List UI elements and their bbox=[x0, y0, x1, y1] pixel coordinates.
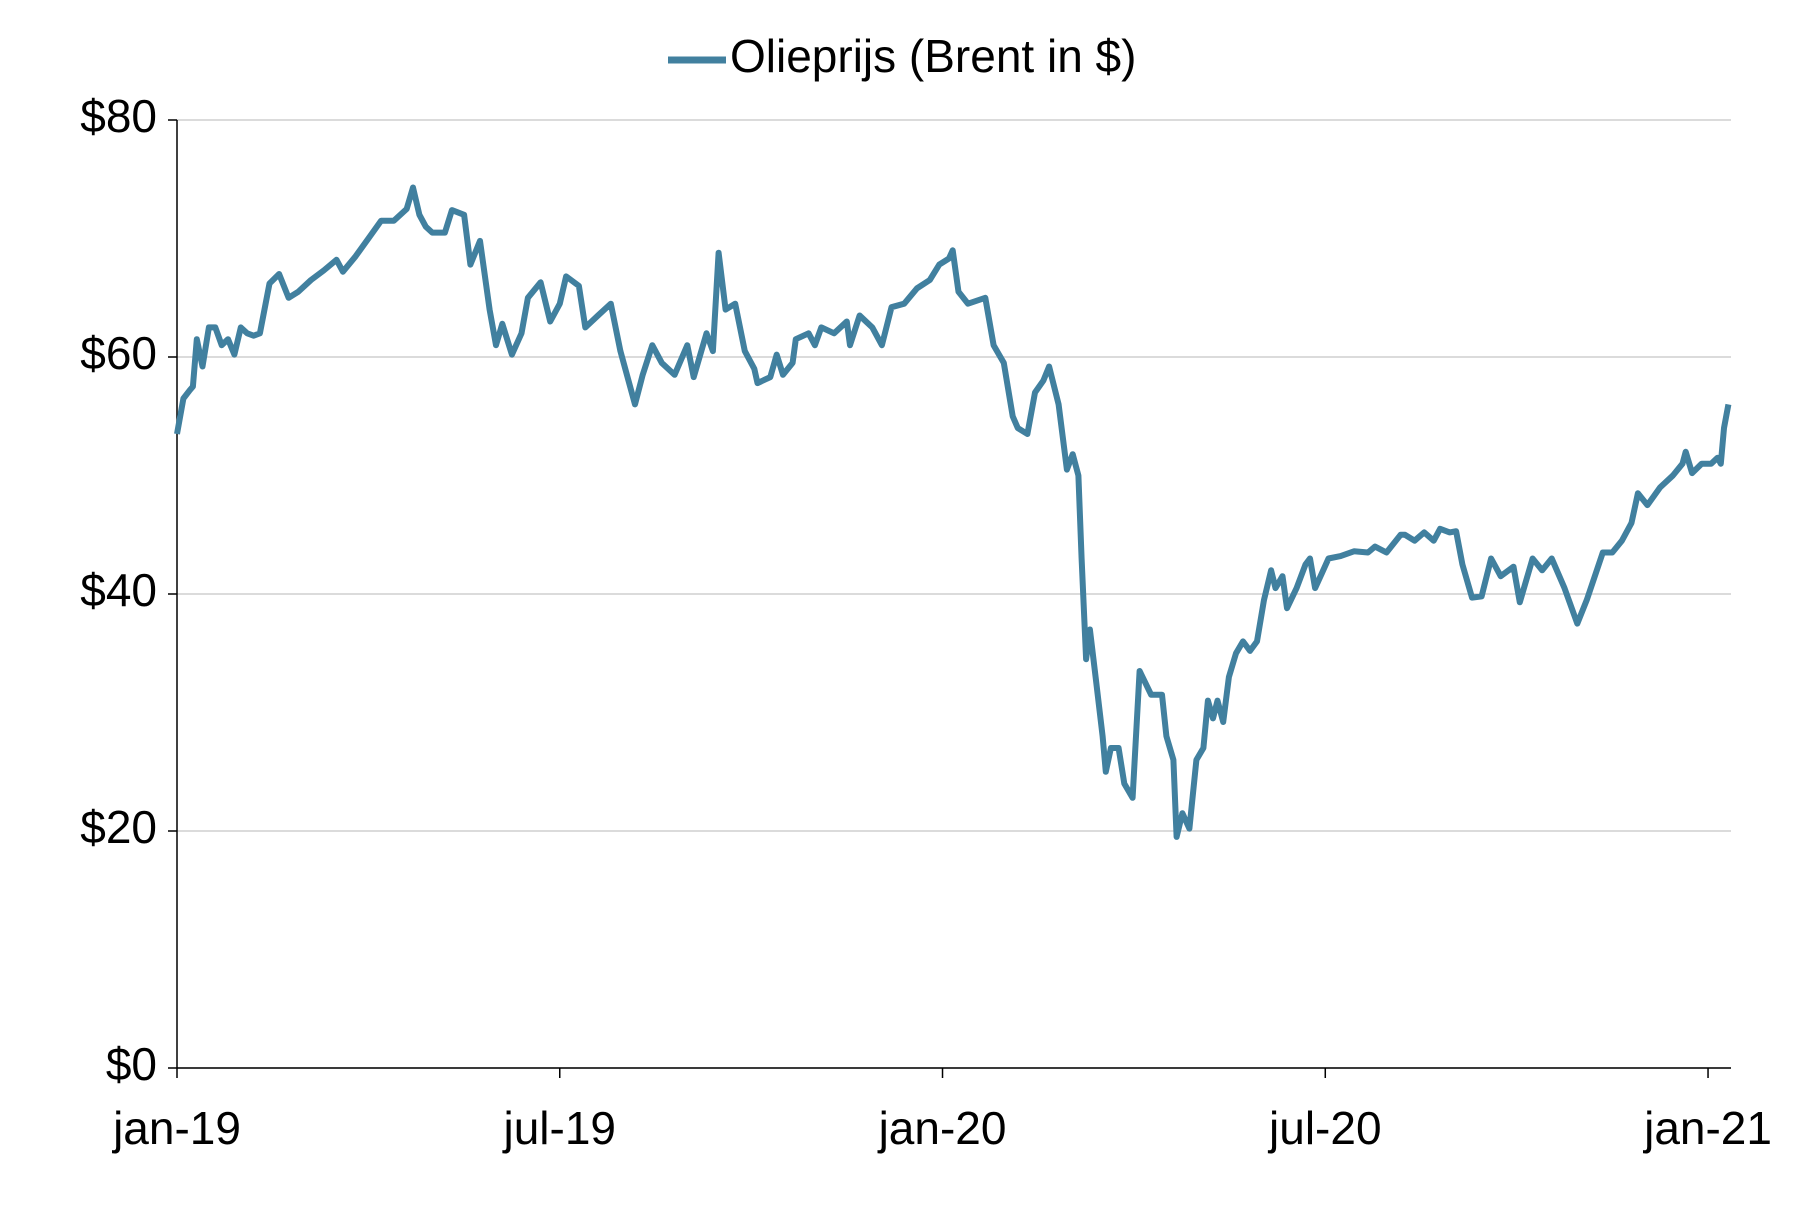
line-series bbox=[174, 184, 1732, 840]
x-tick-label: jul-20 bbox=[1267, 1102, 1382, 1154]
legend-label: Olieprijs (Brent in $) bbox=[730, 30, 1136, 82]
y-tick-label: $80 bbox=[80, 90, 157, 142]
y-tick-label: $20 bbox=[80, 801, 157, 853]
x-tick-label: jan-19 bbox=[111, 1102, 241, 1154]
x-tick-label: jul-19 bbox=[502, 1102, 617, 1154]
x-tick-label: jan-20 bbox=[877, 1102, 1007, 1154]
y-tick-label: $60 bbox=[80, 327, 157, 379]
y-tick-label: $0 bbox=[106, 1038, 157, 1090]
y-tick-label: $40 bbox=[80, 564, 157, 616]
x-tick-label: jan-21 bbox=[1642, 1102, 1772, 1154]
